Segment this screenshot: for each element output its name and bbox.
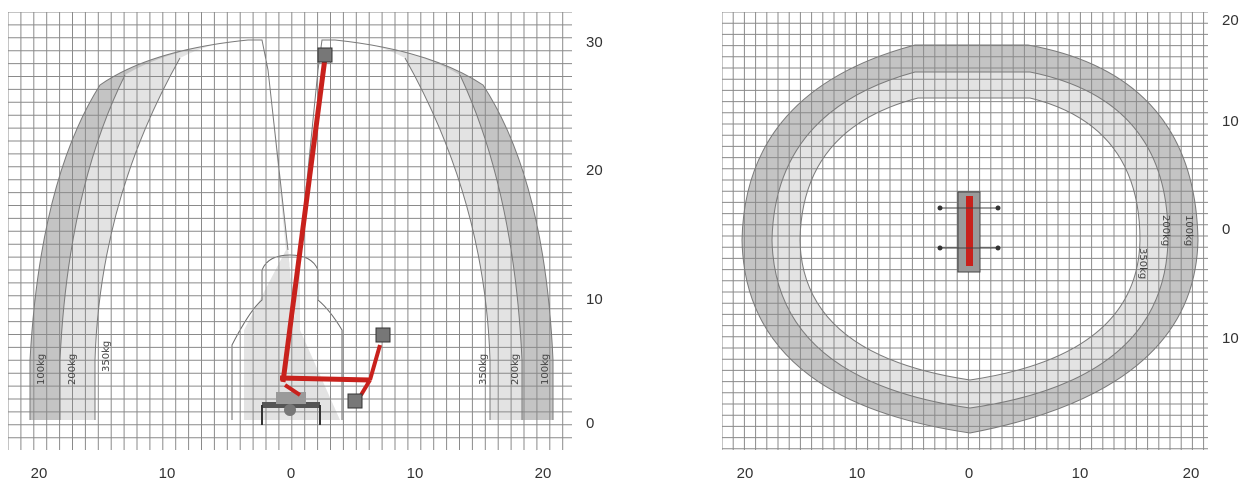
x-tick-label: 0: [287, 465, 295, 482]
top-load-labels: 350kg 200kg 100kg: [1137, 215, 1194, 279]
x-tick-label: 20: [737, 465, 754, 482]
platform-basket-icon: [317, 47, 333, 63]
y-tick-label: 30: [586, 34, 603, 51]
x-tick-label: 10: [407, 465, 424, 482]
load-label: 100kg: [36, 354, 47, 385]
y-tick-label: 10: [1222, 113, 1239, 130]
y-tick-label: 10: [1222, 330, 1239, 347]
y-tick-label: 20: [1222, 12, 1239, 29]
y-tick-label: 0: [586, 415, 594, 432]
side-view-diagram: 100kg 200kg 350kg 350kg 200kg 100kg 20 1…: [8, 12, 603, 482]
top-y-axis: 20 10 0 10: [1222, 12, 1239, 347]
side-envelope-outlines: [29, 39, 554, 420]
machine-topview-icon: [937, 191, 1001, 273]
load-label: 200kg: [510, 354, 521, 385]
x-tick-label: 10: [159, 465, 176, 482]
boom-lift-side: [261, 47, 391, 425]
top-x-axis: 20 10 0 10 20: [737, 465, 1200, 482]
y-tick-label: 10: [586, 291, 603, 308]
y-tick-label: 20: [586, 162, 603, 179]
x-tick-label: 0: [965, 465, 973, 482]
top-envelope-outlines: [741, 44, 1199, 434]
side-load-labels: 100kg 200kg 350kg 350kg 200kg 100kg: [36, 341, 551, 385]
platform-basket-icon: [347, 393, 363, 409]
load-label: 100kg: [1183, 215, 1194, 246]
x-tick-label: 20: [535, 465, 552, 482]
x-tick-label: 20: [31, 465, 48, 482]
top-view-diagram: 350kg 200kg 100kg 20 10 0 10 20 20 10 0 …: [722, 12, 1239, 482]
load-label: 100kg: [540, 354, 551, 385]
load-label: 350kg: [478, 354, 489, 385]
x-tick-label: 10: [849, 465, 866, 482]
load-label: 350kg: [1137, 248, 1148, 279]
y-tick-label: 0: [1222, 221, 1230, 238]
load-label: 350kg: [101, 341, 112, 372]
load-label: 200kg: [1160, 215, 1171, 246]
side-x-axis: 20 10 0 10 20: [31, 465, 552, 482]
load-label: 200kg: [67, 354, 78, 385]
platform-basket-icon: [375, 327, 391, 343]
side-grid: [8, 12, 572, 450]
x-tick-label: 20: [1183, 465, 1200, 482]
x-tick-label: 10: [1072, 465, 1089, 482]
side-y-axis: 30 20 10 0: [586, 34, 603, 432]
